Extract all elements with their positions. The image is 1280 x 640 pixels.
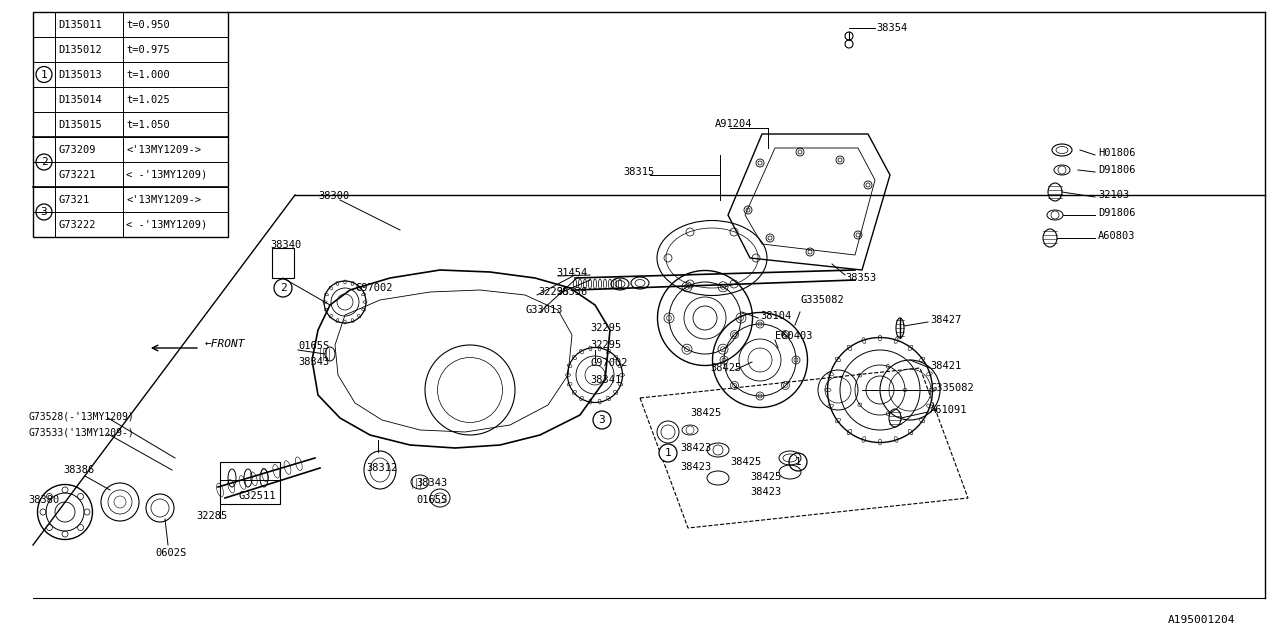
Circle shape (274, 279, 292, 297)
Text: 32285: 32285 (196, 511, 228, 521)
Text: 38300: 38300 (317, 191, 349, 201)
Text: 38425: 38425 (710, 363, 741, 373)
Text: <'13MY1209->: <'13MY1209-> (125, 145, 201, 154)
Text: G335082: G335082 (931, 383, 974, 393)
Text: 32295: 32295 (538, 287, 570, 297)
Text: G73209: G73209 (58, 145, 96, 154)
Text: D135014: D135014 (58, 95, 101, 104)
Text: D91806: D91806 (1098, 208, 1135, 218)
Text: 38386: 38386 (63, 465, 95, 475)
Text: G33013: G33013 (525, 305, 562, 315)
Text: G97002: G97002 (590, 358, 627, 368)
Text: 2: 2 (279, 283, 287, 293)
Text: 38423: 38423 (750, 487, 781, 497)
Text: 38343: 38343 (416, 478, 447, 488)
Text: G73221: G73221 (58, 170, 96, 179)
Text: 38425: 38425 (690, 408, 721, 418)
Text: 38354: 38354 (876, 23, 908, 33)
Text: G335082: G335082 (800, 295, 844, 305)
Bar (220, 462, 280, 504)
Text: < -'13MY1209): < -'13MY1209) (125, 170, 207, 179)
Text: D91806: D91806 (1098, 165, 1135, 175)
Text: 3: 3 (41, 207, 47, 217)
Text: 38425: 38425 (750, 472, 781, 482)
Text: G73528(-'13MY1209): G73528(-'13MY1209) (28, 411, 133, 421)
Text: A60803: A60803 (1098, 231, 1135, 241)
Circle shape (36, 154, 52, 170)
Text: A195001204: A195001204 (1167, 615, 1235, 625)
Circle shape (593, 411, 611, 429)
Text: 38312: 38312 (366, 463, 397, 473)
Text: t=0.975: t=0.975 (125, 45, 170, 54)
Text: 1: 1 (795, 457, 801, 467)
Circle shape (36, 67, 52, 83)
Text: D135013: D135013 (58, 70, 101, 79)
Text: 3: 3 (599, 415, 605, 425)
Text: 38104: 38104 (760, 311, 791, 321)
Text: <'13MY1209->: <'13MY1209-> (125, 195, 201, 205)
Text: < -'13MY1209): < -'13MY1209) (125, 220, 207, 230)
Circle shape (36, 204, 52, 220)
Text: D135012: D135012 (58, 45, 101, 54)
Text: 1: 1 (664, 448, 672, 458)
Text: t=1.025: t=1.025 (125, 95, 170, 104)
Text: 38336: 38336 (556, 287, 588, 297)
Bar (33, 12, 228, 237)
Text: 38340: 38340 (270, 240, 301, 250)
Text: G73222: G73222 (58, 220, 96, 230)
Text: 38425: 38425 (730, 457, 762, 467)
Text: 38380: 38380 (28, 495, 59, 505)
Text: 38343: 38343 (298, 357, 329, 367)
Text: t=0.950: t=0.950 (125, 19, 170, 29)
Text: ←FRONT: ←FRONT (205, 339, 246, 349)
Text: 0165S: 0165S (298, 341, 329, 351)
Text: 32103: 32103 (1098, 190, 1129, 200)
Text: G97002: G97002 (355, 283, 393, 293)
Circle shape (659, 444, 677, 462)
Circle shape (788, 453, 806, 471)
Text: 0602S: 0602S (155, 548, 187, 558)
Text: 32295: 32295 (590, 340, 621, 350)
Text: G7321: G7321 (58, 195, 90, 205)
Text: 38427: 38427 (931, 315, 961, 325)
Text: 38423: 38423 (680, 443, 712, 453)
Text: 38341: 38341 (590, 375, 621, 385)
Text: D135015: D135015 (58, 120, 101, 129)
Text: A91204: A91204 (716, 119, 753, 129)
Text: H01806: H01806 (1098, 148, 1135, 158)
Text: 38421: 38421 (931, 361, 961, 371)
Bar (273, 248, 294, 278)
Text: E60403: E60403 (774, 331, 813, 341)
Text: A61091: A61091 (931, 405, 968, 415)
Text: 38423: 38423 (680, 462, 712, 472)
Text: t=1.050: t=1.050 (125, 120, 170, 129)
Text: G73533('13MY1209-): G73533('13MY1209-) (28, 427, 133, 437)
Text: G32511: G32511 (238, 491, 275, 501)
Text: 0165S: 0165S (416, 495, 447, 505)
Text: 1: 1 (41, 70, 47, 79)
Text: 31454: 31454 (556, 268, 588, 278)
Text: 32295: 32295 (590, 323, 621, 333)
Text: 38353: 38353 (845, 273, 877, 283)
Text: 38315: 38315 (623, 167, 654, 177)
Text: D135011: D135011 (58, 19, 101, 29)
Text: 2: 2 (41, 157, 47, 167)
Text: t=1.000: t=1.000 (125, 70, 170, 79)
